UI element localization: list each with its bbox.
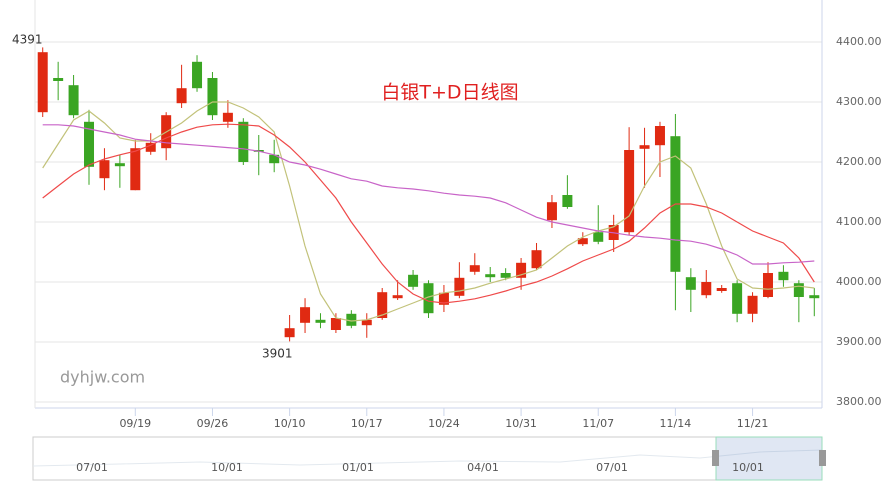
candle-body (284, 328, 295, 338)
candle-body (778, 271, 789, 281)
y-tick-label: 4000.00 (836, 275, 882, 288)
candle-body (516, 262, 527, 278)
candle-body (593, 232, 604, 242)
y-tick-label: 4300.00 (836, 95, 882, 108)
candle-body (84, 121, 95, 167)
candle-body (99, 160, 110, 179)
candle-body (485, 274, 496, 278)
candle-body (685, 277, 696, 290)
watermark: dyhjw.com (60, 368, 145, 387)
candle-body (37, 52, 48, 113)
x-tick-label: 11/21 (737, 417, 769, 430)
candle-body (130, 148, 141, 191)
candle-body (176, 88, 187, 104)
moving-average-line (42, 124, 815, 265)
y-tick-label: 4400.00 (836, 35, 882, 48)
navigator-series (32, 449, 823, 467)
navigator-frame (32, 436, 823, 481)
candle-body (747, 295, 758, 314)
candle-body (145, 142, 156, 152)
candle-body (315, 319, 326, 323)
candle-body (562, 195, 573, 207)
x-tick-label: 11/07 (582, 417, 614, 430)
y-tick-label: 4200.00 (836, 155, 882, 168)
x-tick-label: 10/10 (274, 417, 306, 430)
y-tick-label: 3800.00 (836, 395, 882, 408)
candle-body (639, 145, 650, 149)
navigator-selection[interactable] (715, 436, 823, 481)
candle-body (732, 283, 743, 314)
y-tick-label: 4100.00 (836, 215, 882, 228)
candle-body (346, 313, 357, 326)
y-tick-label: 3900.00 (836, 335, 882, 348)
low-label: 3901 (262, 347, 293, 361)
candle-body (716, 288, 727, 291)
navigator-label: 10/01 (211, 461, 243, 474)
candle-body (793, 283, 804, 297)
candle-body (624, 150, 635, 233)
candle-body (408, 274, 419, 287)
candle-body (654, 126, 665, 146)
candle-body (300, 307, 311, 323)
navigator (32, 436, 826, 481)
candle-body (238, 121, 249, 162)
candle-body (392, 295, 403, 299)
candle-body (500, 273, 511, 278)
navigator-label: 07/01 (596, 461, 628, 474)
navigator-label: 10/01 (732, 461, 764, 474)
candle-body (577, 238, 588, 245)
navigator-handle[interactable] (712, 450, 719, 466)
candle-body (469, 265, 480, 272)
x-tick-label: 09/26 (197, 417, 229, 430)
candle-body (762, 273, 773, 297)
candle-body (192, 61, 203, 89)
candle-body (438, 292, 449, 305)
candle-body (377, 292, 388, 318)
candle-body (454, 277, 465, 296)
candle-body (701, 282, 712, 296)
candle-body (68, 85, 79, 116)
chart-title: 白银T+D日线图 (381, 82, 518, 104)
candle-body (330, 318, 341, 330)
navigator-label: 04/01 (467, 461, 499, 474)
candle-body (222, 112, 233, 122)
candle-body (809, 295, 820, 299)
candle-body (531, 250, 542, 269)
x-tick-label: 10/24 (428, 417, 460, 430)
candle-body (546, 202, 557, 221)
candle-body (53, 78, 64, 81)
moving-average-line (42, 123, 815, 304)
moving-average-line (42, 101, 815, 322)
x-tick-label: 10/17 (351, 417, 383, 430)
navigator-label: 07/01 (76, 461, 108, 474)
x-tick-label: 11/14 (660, 417, 692, 430)
navigator-label: 01/01 (342, 461, 374, 474)
candle-body (269, 154, 280, 164)
x-tick-label: 09/19 (119, 417, 151, 430)
navigator-handle[interactable] (819, 450, 826, 466)
high-label: 4391 (12, 33, 43, 47)
x-tick-label: 10/31 (505, 417, 537, 430)
candle-body (207, 78, 218, 116)
candle-body (423, 283, 434, 314)
candle-body (361, 319, 372, 326)
candle-body (114, 163, 125, 167)
